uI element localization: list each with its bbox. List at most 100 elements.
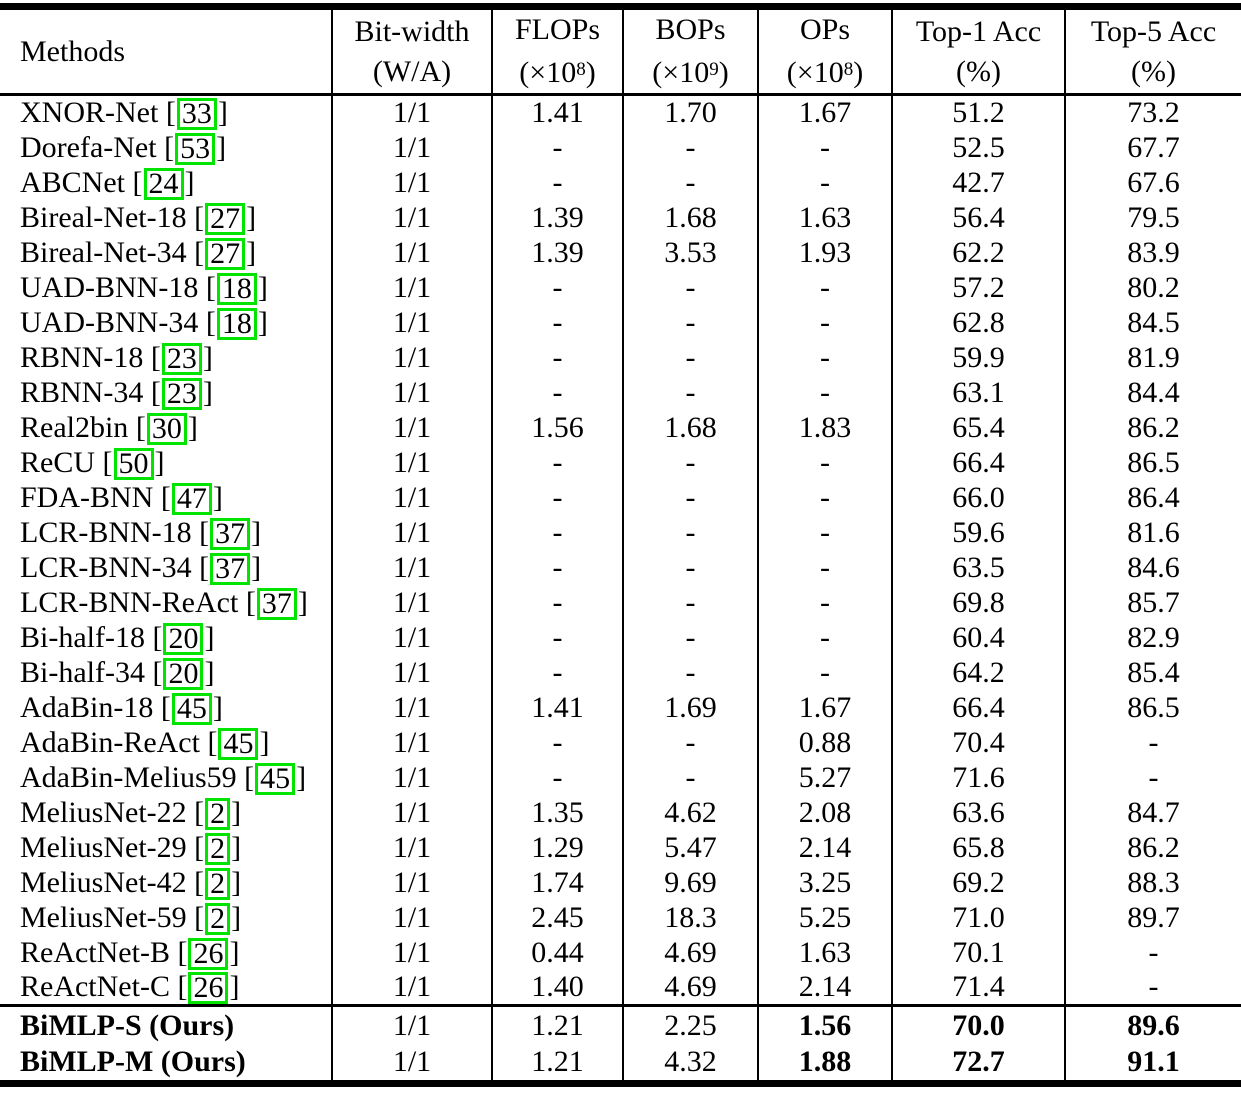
bitwidth-cell: 1/1 xyxy=(331,480,492,515)
flops-cell: 1.35 xyxy=(491,795,623,830)
method-cell: FDA-BNN [47] xyxy=(20,480,223,515)
table-row: RBNN-34 [23] 1/1- - -63.1 84.4 xyxy=(0,375,1241,410)
table-row: XNOR-Net [33] 1/1 1.41 1.70 1.67 51.2 73.2 xyxy=(0,94,1241,130)
ops-cell: 5.25 xyxy=(757,900,892,935)
bitwidth-cell: 1/1 xyxy=(331,900,492,935)
method-name: LCR-BNN-18 xyxy=(20,515,192,549)
bops-cell: 4.32 xyxy=(622,1044,758,1084)
citation-link[interactable]: 2 xyxy=(205,902,231,935)
citation-link[interactable]: 47 xyxy=(171,482,212,515)
top1-cell: 59.9 xyxy=(891,340,1065,375)
flops-cell: 1.40 xyxy=(491,970,623,1006)
header-row: Methods Bit-width (W/A) FLOPs (×108) BOP… xyxy=(0,6,1241,95)
bitwidth-cell: 1/1 xyxy=(331,760,492,795)
bops-cell: - xyxy=(622,375,758,410)
citation-link[interactable]: 20 xyxy=(163,622,204,655)
method-name: UAD-BNN-34 xyxy=(20,305,199,339)
ops-cell: - xyxy=(757,270,892,305)
exponent: 8 xyxy=(843,59,854,80)
ops-cell: 2.14 xyxy=(757,970,892,1006)
method-name: RBNN-18 xyxy=(20,340,144,374)
col-header-top5: Top-5 Acc (%) xyxy=(1064,6,1241,95)
citation-link[interactable]: 20 xyxy=(163,657,204,690)
citation-link[interactable]: 26 xyxy=(188,972,229,1004)
method-cell: MeliusNet-22 [2] xyxy=(20,795,242,830)
citation-link[interactable]: 27 xyxy=(205,202,246,235)
method-name: Bi-half-34 xyxy=(20,655,145,689)
citation-link[interactable]: 53 xyxy=(175,132,216,165)
method-name: ReActNet-B xyxy=(20,935,170,969)
citation-link[interactable]: 23 xyxy=(161,342,202,375)
bops-cell: 9.69 xyxy=(622,865,758,900)
method-cell: Bireal-Net-18 [27] xyxy=(20,200,257,235)
citation-link[interactable]: 23 xyxy=(161,377,202,410)
method-name: Bireal-Net-34 xyxy=(20,235,187,269)
method-name: RBNN-34 xyxy=(20,375,144,409)
results-table: Methods Bit-width (W/A) FLOPs (×108) BOP… xyxy=(0,3,1241,1087)
top5-cell: 88.3 xyxy=(1064,865,1241,900)
method-name: LCR-BNN-ReAct xyxy=(20,585,239,619)
citation-link[interactable]: 45 xyxy=(255,762,296,795)
citation-link[interactable]: 33 xyxy=(176,98,217,130)
method-cell: AdaBin-18 [45] xyxy=(20,690,223,725)
flops-cell: - xyxy=(491,445,623,480)
bitwidth-cell: 1/1 xyxy=(331,305,492,340)
citation-link[interactable]: 45 xyxy=(218,727,259,760)
top5-cell: - xyxy=(1064,725,1241,760)
table-row: UAD-BNN-18 [18] 1/1- - -57.2 80.2 xyxy=(0,270,1241,305)
top5-cell: - xyxy=(1064,935,1241,970)
table-row: ABCNet [24] 1/1- - -42.7 67.6 xyxy=(0,165,1241,200)
citation-link[interactable]: 37 xyxy=(210,517,251,550)
citation-link[interactable]: 27 xyxy=(205,237,246,270)
flops-cell: - xyxy=(491,515,623,550)
citation-link[interactable]: 26 xyxy=(188,937,229,970)
table-row: RBNN-18 [23] 1/1- - -59.9 81.9 xyxy=(0,340,1241,375)
citation-link[interactable]: 37 xyxy=(210,552,251,585)
citation-link[interactable]: 2 xyxy=(205,867,231,900)
ops-cell: - xyxy=(757,585,892,620)
ops-cell: - xyxy=(757,550,892,585)
table-row: UAD-BNN-34 [18] 1/1- - -62.8 84.5 xyxy=(0,305,1241,340)
citation-link[interactable]: 18 xyxy=(216,272,257,305)
top5-cell: 81.9 xyxy=(1064,340,1241,375)
flops-cell: - xyxy=(491,655,623,690)
top1-cell: 63.6 xyxy=(891,795,1065,830)
ops-cell: - xyxy=(757,480,892,515)
bitwidth-cell: 1/1 xyxy=(331,865,492,900)
bitwidth-cell: 1/1 xyxy=(331,725,492,760)
table-body-ours: BiMLP-S (Ours) 1/1 1.21 2.25 1.56 70.0 89.6 BiM… xyxy=(0,1005,1241,1084)
citation-link[interactable]: 24 xyxy=(143,167,184,200)
flops-cell: 1.41 xyxy=(491,690,623,725)
citation-link[interactable]: 30 xyxy=(146,412,187,445)
table-body: XNOR-Net [33] 1/1 1.41 1.70 1.67 51.2 73.2 Dore… xyxy=(0,94,1241,1006)
bitwidth-cell: 1/1 xyxy=(331,550,492,585)
table-row: Bi-half-18 [20] 1/1- - -60.4 82.9 xyxy=(0,620,1241,655)
bops-cell: - xyxy=(622,585,758,620)
exponent: 9 xyxy=(709,59,719,80)
method-cell: ABCNet [24] xyxy=(20,165,195,200)
bitwidth-cell: 1/1 xyxy=(331,235,492,270)
citation-link[interactable]: 2 xyxy=(205,832,231,865)
ops-cell: 3.25 xyxy=(757,865,892,900)
method-cell: ReCU [50] xyxy=(20,445,165,480)
top1-cell: 59.6 xyxy=(891,515,1065,550)
citation-link[interactable]: 45 xyxy=(171,692,212,725)
citation-link[interactable]: 50 xyxy=(113,447,154,480)
col-header-unit: (%) xyxy=(956,54,1001,88)
citation-link[interactable]: 37 xyxy=(256,587,297,620)
flops-cell: - xyxy=(491,340,623,375)
table-row: Real2bin [30] 1/1 1.56 1.68 1.83 65.4 86.2 xyxy=(0,410,1241,445)
citation-link[interactable]: 2 xyxy=(205,797,231,830)
citation-link[interactable]: 18 xyxy=(216,307,257,340)
ops-cell: 1.93 xyxy=(757,235,892,270)
ops-cell: 1.56 xyxy=(757,1005,892,1045)
exponent: 8 xyxy=(576,59,586,80)
bops-cell: - xyxy=(622,340,758,375)
method-cell: RBNN-18 [23] xyxy=(20,340,213,375)
method-name: Real2bin xyxy=(20,410,129,444)
col-header-label: Bit-width xyxy=(354,14,470,48)
bops-cell: - xyxy=(622,270,758,305)
top5-cell: - xyxy=(1064,760,1241,795)
method-cell: MeliusNet-29 [2] xyxy=(20,830,242,865)
table-header: Methods Bit-width (W/A) FLOPs (×108) BOP… xyxy=(0,6,1241,95)
